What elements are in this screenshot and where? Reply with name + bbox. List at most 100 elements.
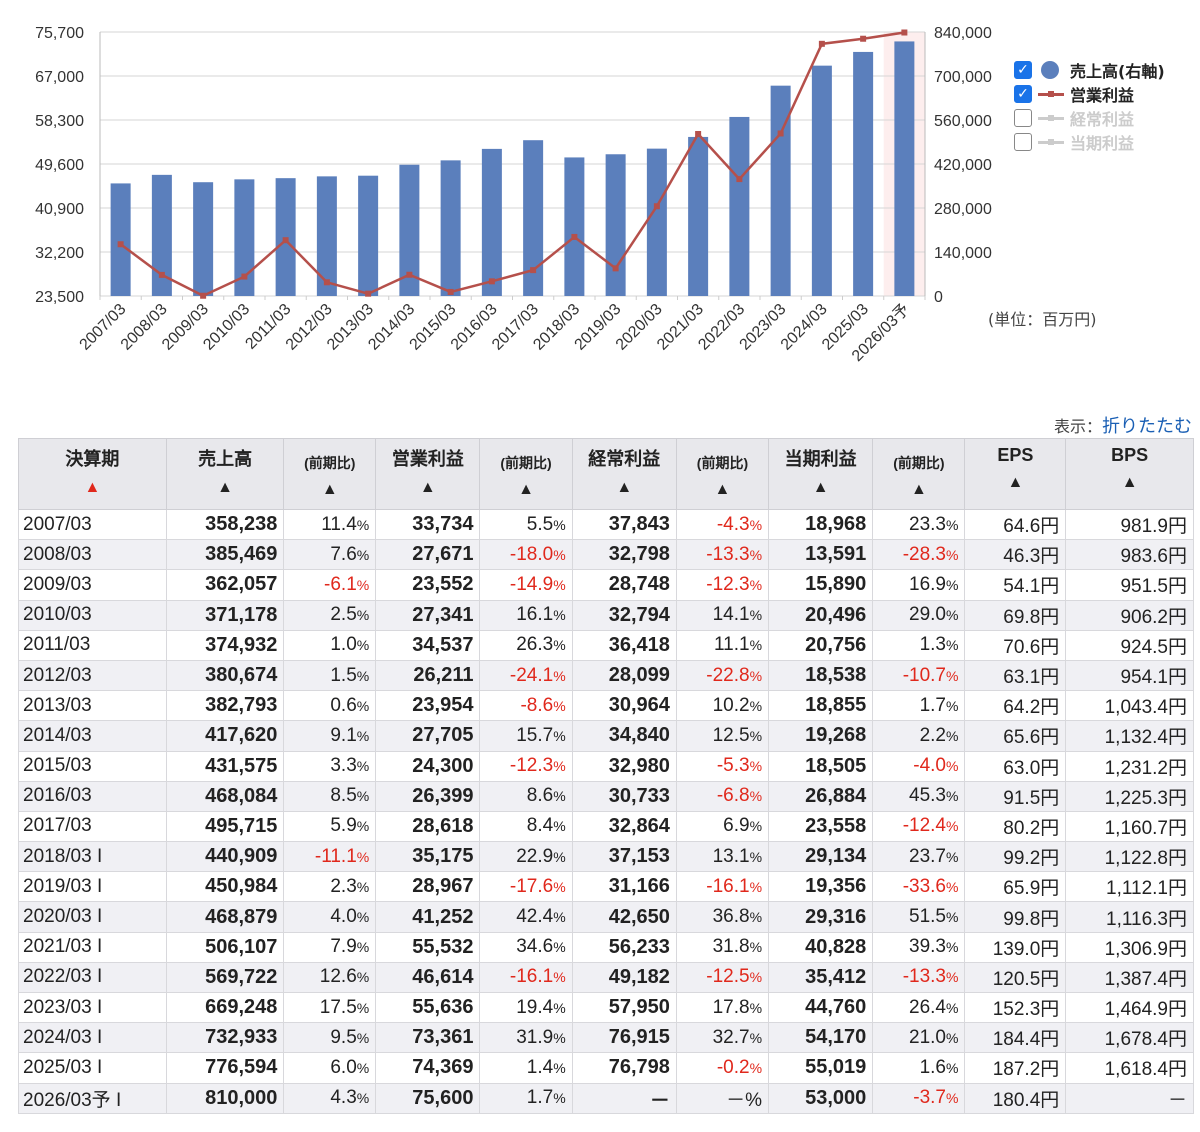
percent-sign: % bbox=[553, 1029, 566, 1046]
percent-sign: % bbox=[946, 999, 959, 1016]
sort-arrow-icon[interactable]: ▲ bbox=[910, 481, 927, 498]
operating-profit-point bbox=[488, 278, 495, 285]
percent-sign: % bbox=[946, 1029, 959, 1046]
column-header[interactable]: 当期利益 ▲ bbox=[768, 438, 874, 510]
column-header[interactable]: 営業利益 ▲ bbox=[375, 438, 481, 510]
percent-sign: % bbox=[356, 999, 370, 1016]
table-cell: 53,000 bbox=[768, 1082, 874, 1114]
table-cell: 12.6% bbox=[283, 961, 377, 994]
table-cell: 2023/03 I bbox=[18, 991, 167, 1024]
percent-sign: % bbox=[946, 909, 959, 926]
column-header[interactable]: 売上高 ▲ bbox=[165, 438, 285, 510]
sort-arrow-icon[interactable]: ▲ bbox=[714, 481, 731, 498]
table-cell: 17.8% bbox=[675, 991, 770, 1024]
column-header[interactable]: 決算期 ▲ bbox=[18, 438, 167, 510]
table-cell: 1.4% bbox=[479, 1052, 573, 1084]
right-tick-label: 0 bbox=[934, 289, 943, 306]
column-header-label: 決算期 bbox=[65, 449, 120, 469]
sort-arrow-icon[interactable]: ▲ bbox=[812, 479, 829, 496]
table-cell: 983.6円 bbox=[1065, 539, 1194, 571]
legend-checkbox-net[interactable] bbox=[1014, 133, 1032, 151]
table-cell: 11.4% bbox=[283, 508, 377, 541]
column-header[interactable]: (前期比) ▲ bbox=[283, 438, 377, 510]
table-cell: 23,954 bbox=[375, 690, 481, 722]
legend-item-sales[interactable]: ✓ 売上高(右軸) bbox=[1014, 58, 1200, 82]
legend-checkbox-operating[interactable]: ✓ bbox=[1014, 85, 1032, 103]
table-cell: -3.7% bbox=[872, 1082, 966, 1114]
table-cell: 951.5円 bbox=[1065, 569, 1194, 601]
table-cell: 18,505 bbox=[768, 750, 874, 782]
table-cell: 362,057 bbox=[165, 569, 285, 601]
legend-checkbox-ordinary[interactable] bbox=[1014, 109, 1032, 127]
column-header[interactable]: (前期比) ▲ bbox=[479, 438, 573, 510]
table-row: 2008/03 385,469 7.6% 27,671 -18.0% 32,798 -13.… bbox=[18, 539, 1194, 571]
table-cell: 16.9% bbox=[872, 569, 966, 601]
sort-arrow-icon[interactable]: ▲ bbox=[217, 479, 233, 496]
sort-arrow-icon[interactable]: ▲ bbox=[1007, 474, 1024, 491]
percent-sign: % bbox=[946, 969, 959, 986]
table-cell: 34,840 bbox=[571, 720, 677, 752]
table-cell: 11.1% bbox=[675, 629, 770, 661]
unit-label: (単位：百万円) bbox=[988, 310, 1097, 329]
table-cell: 19.4% bbox=[479, 991, 573, 1024]
table-cell: 2009/03 bbox=[18, 569, 167, 601]
fold-link[interactable]: 折りたたむ bbox=[1102, 416, 1192, 437]
table-cell: 0.6% bbox=[283, 690, 377, 722]
sort-arrow-icon[interactable]: ▲ bbox=[321, 481, 338, 498]
sort-arrow-icon[interactable]: ▲ bbox=[518, 481, 534, 498]
legend-item-ordinary[interactable]: 経常利益 bbox=[1014, 106, 1200, 130]
table-cell: 27,705 bbox=[375, 720, 481, 752]
table-cell: 16.1% bbox=[479, 599, 573, 631]
table-cell: 32,980 bbox=[571, 750, 677, 782]
operating-profit-point bbox=[777, 130, 784, 137]
percent-sign: % bbox=[749, 697, 763, 714]
sales-bar bbox=[523, 140, 544, 296]
legend-checkbox-sales[interactable]: ✓ bbox=[1014, 61, 1032, 79]
table-cell: -5.3% bbox=[675, 750, 770, 782]
table-cell: -12.5% bbox=[675, 961, 770, 994]
table-cell: -11.1% bbox=[283, 841, 377, 873]
table-cell: 371,178 bbox=[165, 599, 285, 631]
column-header[interactable]: (前期比) ▲ bbox=[872, 438, 966, 510]
column-header[interactable]: EPS ▲ bbox=[964, 438, 1067, 510]
table-cell: 180.4円 bbox=[964, 1082, 1067, 1114]
sort-arrow-icon[interactable]: ▲ bbox=[84, 479, 101, 496]
percent-sign: % bbox=[553, 637, 566, 654]
legend-item-operating[interactable]: ✓ 営業利益 bbox=[1014, 82, 1200, 106]
table-cell: 55,019 bbox=[768, 1052, 874, 1084]
table-cell: 7.9% bbox=[283, 931, 377, 963]
percent-sign: % bbox=[749, 667, 763, 684]
percent-sign: % bbox=[749, 576, 763, 593]
table-cell: 46,614 bbox=[375, 961, 481, 994]
table-cell: -0.2% bbox=[675, 1052, 770, 1084]
table-row: 2012/03 380,674 1.5% 26,211 -24.1% 28,099 -22.… bbox=[18, 659, 1194, 692]
table-cell: 36,418 bbox=[571, 629, 677, 661]
sort-arrow-icon[interactable]: ▲ bbox=[616, 479, 633, 496]
sort-arrow-icon[interactable]: ▲ bbox=[1121, 474, 1138, 491]
percent-sign: % bbox=[553, 697, 566, 714]
percent-sign: % bbox=[946, 758, 959, 775]
table-cell: 3.3% bbox=[283, 750, 377, 782]
table-cell: 28,618 bbox=[375, 810, 481, 843]
table-cell: 2013/03 bbox=[18, 690, 167, 722]
column-header[interactable]: (前期比) ▲ bbox=[675, 438, 770, 510]
table-cell: 417,620 bbox=[165, 720, 285, 752]
left-tick-label: 49,600 bbox=[35, 157, 84, 174]
financial-table: 決算期 ▲ 売上高 ▲ (前期比) ▲ 営業利益 ▲ (前期比) ▲ 経常利益 ▲ (前期比) ▲ 当期利益… bbox=[18, 438, 1194, 1114]
right-tick-label: 700,000 bbox=[934, 69, 992, 86]
legend-item-net[interactable]: 当期利益 bbox=[1014, 130, 1200, 154]
table-cell: 385,469 bbox=[165, 539, 285, 571]
column-header[interactable]: BPS ▲ bbox=[1065, 438, 1194, 510]
table-cell: -10.7% bbox=[872, 659, 966, 692]
table-cell: 15,890 bbox=[768, 569, 874, 601]
right-tick-label: 280,000 bbox=[934, 201, 992, 218]
table-cell: -12.3% bbox=[675, 569, 770, 601]
table-cell: 2.5% bbox=[283, 599, 377, 631]
column-header-label: 売上高 bbox=[198, 449, 253, 469]
sort-arrow-icon[interactable]: ▲ bbox=[419, 479, 436, 496]
table-cell: 450,984 bbox=[165, 871, 285, 903]
table-cell: 46.3円 bbox=[964, 539, 1067, 571]
table-cell: 91.5円 bbox=[964, 780, 1067, 812]
column-header[interactable]: 経常利益 ▲ bbox=[571, 438, 677, 510]
left-tick-label: 40,900 bbox=[35, 201, 84, 218]
